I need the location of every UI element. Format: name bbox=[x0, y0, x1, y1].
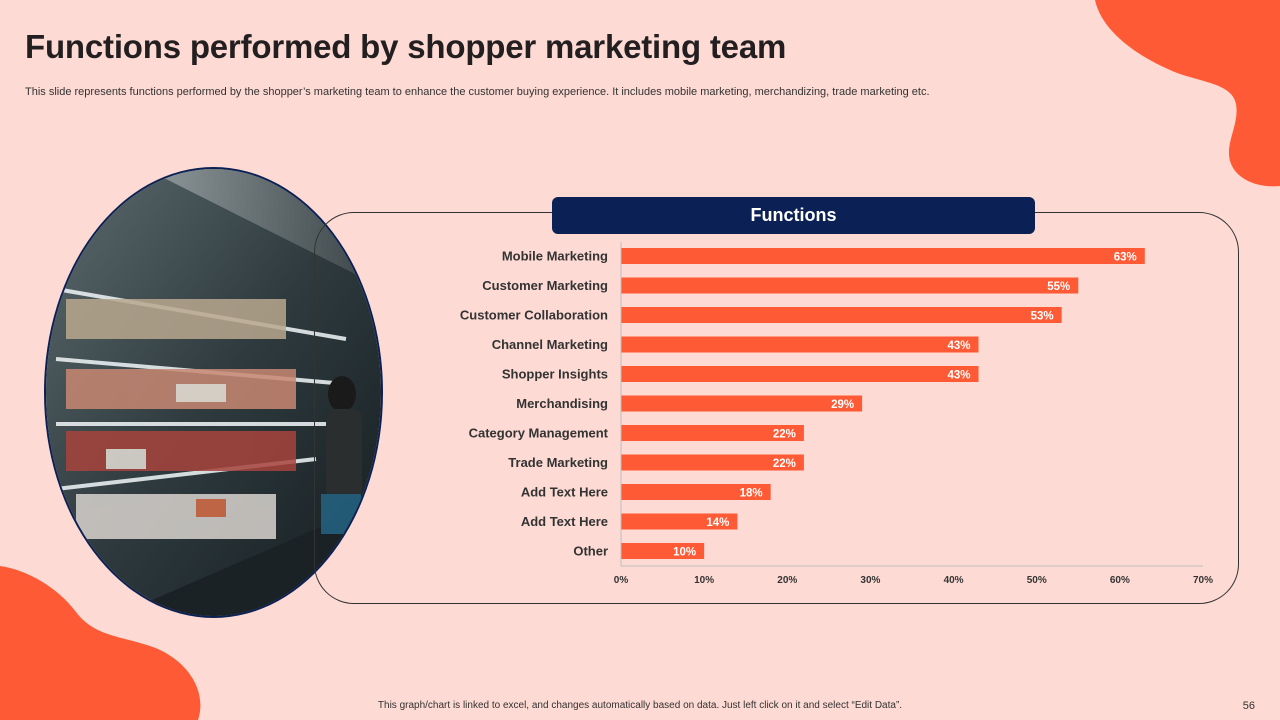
value-label: 22% bbox=[773, 429, 796, 441]
value-label: 63% bbox=[1114, 252, 1137, 264]
bar-2 bbox=[621, 277, 1079, 294]
value-label: 22% bbox=[773, 458, 796, 470]
value-label: 43% bbox=[947, 370, 970, 382]
bar-3 bbox=[621, 307, 1062, 323]
x-tick-label: 50% bbox=[1027, 575, 1047, 586]
value-label: 14% bbox=[706, 517, 729, 529]
value-label: 18% bbox=[740, 488, 763, 500]
page-number: 56 bbox=[1242, 700, 1255, 712]
x-tick-label: 10% bbox=[694, 575, 714, 586]
page-title: Functions performed by shopper marketing… bbox=[25, 28, 787, 65]
bar-9 bbox=[621, 484, 771, 500]
category-label: Add Text Here bbox=[521, 514, 608, 529]
bar-10 bbox=[621, 513, 738, 530]
category-label: Customer Collaboration bbox=[460, 308, 608, 323]
category-label: Channel Marketing bbox=[492, 337, 608, 352]
category-label: Shopper Insights bbox=[502, 367, 608, 382]
category-label: Merchandising bbox=[516, 396, 608, 411]
axis-group: 0% 10% 20% 30% 40% 50% 60% 70% bbox=[614, 242, 1213, 586]
x-tick-label: 60% bbox=[1110, 575, 1130, 586]
bar-11 bbox=[621, 543, 705, 559]
page-subtitle: This slide represents functions performe… bbox=[25, 86, 930, 98]
bar-group: Mobile Marketing 63% Customer Marketing 55%… bbox=[460, 248, 1145, 559]
category-label: Customer Marketing bbox=[482, 278, 608, 293]
category-label: Mobile Marketing bbox=[502, 249, 608, 264]
category-label: Other bbox=[573, 544, 608, 559]
bar-7 bbox=[621, 425, 804, 441]
category-label: Trade Marketing bbox=[508, 455, 608, 470]
x-tick-label: 30% bbox=[860, 575, 880, 586]
x-tick-label: 70% bbox=[1193, 575, 1213, 586]
chart-title: Functions bbox=[552, 197, 1035, 234]
footer-note: This graph/chart is linked to excel, and… bbox=[377, 700, 903, 711]
bar-6 bbox=[621, 395, 863, 412]
x-tick-label: 40% bbox=[944, 575, 964, 586]
value-label: 53% bbox=[1031, 311, 1054, 323]
supermarket-shelf-photo-icon bbox=[46, 169, 381, 616]
x-tick-label: 0% bbox=[614, 575, 629, 586]
value-label: 29% bbox=[831, 399, 854, 411]
bar-8 bbox=[621, 454, 804, 471]
x-tick-label: 20% bbox=[777, 575, 797, 586]
value-label: 55% bbox=[1047, 281, 1070, 293]
value-label: 43% bbox=[947, 340, 970, 352]
category-label: Add Text Here bbox=[521, 485, 608, 500]
category-label: Category Management bbox=[469, 426, 609, 441]
bar-4 bbox=[621, 336, 979, 353]
bar-5 bbox=[621, 366, 979, 382]
bar-1 bbox=[621, 248, 1145, 264]
supermarket-photo bbox=[44, 167, 383, 618]
value-label: 10% bbox=[673, 547, 696, 559]
